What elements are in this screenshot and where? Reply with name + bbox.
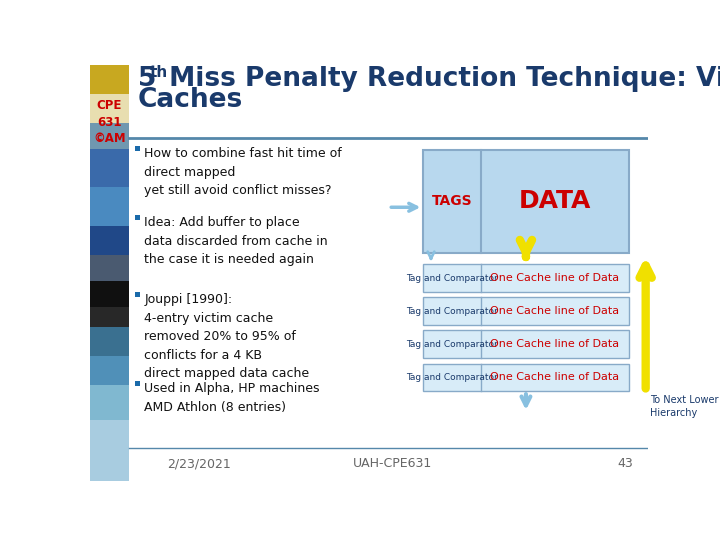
Text: Tag and Comparator: Tag and Comparator [406, 274, 498, 282]
FancyBboxPatch shape [423, 330, 629, 358]
Bar [90, 226, 129, 255]
Text: DATA: DATA [519, 190, 591, 213]
Bar [90, 123, 129, 150]
Text: UAH-CPE631: UAH-CPE631 [353, 457, 432, 470]
Bar [90, 150, 129, 187]
Bar [90, 356, 129, 385]
Bar [90, 94, 129, 123]
Text: How to combine fast hit time of
direct mapped
yet still avoid conflict misses?: How to combine fast hit time of direct m… [144, 147, 342, 197]
Bar [135, 381, 140, 386]
Text: Tag and Comparator: Tag and Comparator [406, 373, 498, 382]
Text: CPE
631
©AM: CPE 631 ©AM [93, 99, 126, 145]
Text: th: th [150, 65, 168, 80]
Bar [90, 65, 129, 94]
Bar [135, 146, 140, 151]
Bar [90, 420, 129, 481]
Text: 5: 5 [138, 66, 156, 92]
Text: Idea: Add buffer to place
data discarded from cache in
the case it is needed aga: Idea: Add buffer to place data discarded… [144, 217, 328, 267]
Text: Tag and Comparator: Tag and Comparator [406, 307, 498, 316]
FancyBboxPatch shape [423, 264, 629, 292]
Text: 2/23/2021: 2/23/2021 [168, 457, 231, 470]
FancyBboxPatch shape [423, 363, 629, 392]
Text: One Cache line of Data: One Cache line of Data [490, 306, 620, 316]
Bar [90, 255, 129, 281]
Text: One Cache line of Data: One Cache line of Data [490, 273, 620, 283]
FancyBboxPatch shape [423, 150, 629, 253]
Text: To Next Lower Level In
Hierarchy: To Next Lower Level In Hierarchy [649, 395, 720, 418]
Bar [135, 215, 140, 220]
Bar [135, 292, 140, 298]
Text: Used in Alpha, HP machines
AMD Athlon (8 entries): Used in Alpha, HP machines AMD Athlon (8… [144, 382, 320, 414]
FancyBboxPatch shape [423, 298, 629, 325]
Bar [129, 65, 648, 138]
Text: Tag and Comparator: Tag and Comparator [406, 340, 498, 349]
Text: Jouppi [1990]:
4-entry victim cache
removed 20% to 95% of
conflicts for a 4 KB
d: Jouppi [1990]: 4-entry victim cache remo… [144, 294, 310, 381]
Text: One Cache line of Data: One Cache line of Data [490, 373, 620, 382]
Bar [90, 187, 129, 226]
Text: TAGS: TAGS [432, 194, 472, 208]
Text: Miss Penalty Reduction Technique: Victim: Miss Penalty Reduction Technique: Victim [160, 66, 720, 92]
Bar [90, 327, 129, 356]
Bar [90, 307, 129, 327]
Bar [90, 281, 129, 307]
Text: 43: 43 [617, 457, 633, 470]
Text: Caches: Caches [138, 87, 243, 113]
Text: One Cache line of Data: One Cache line of Data [490, 339, 620, 349]
Bar [90, 385, 129, 420]
